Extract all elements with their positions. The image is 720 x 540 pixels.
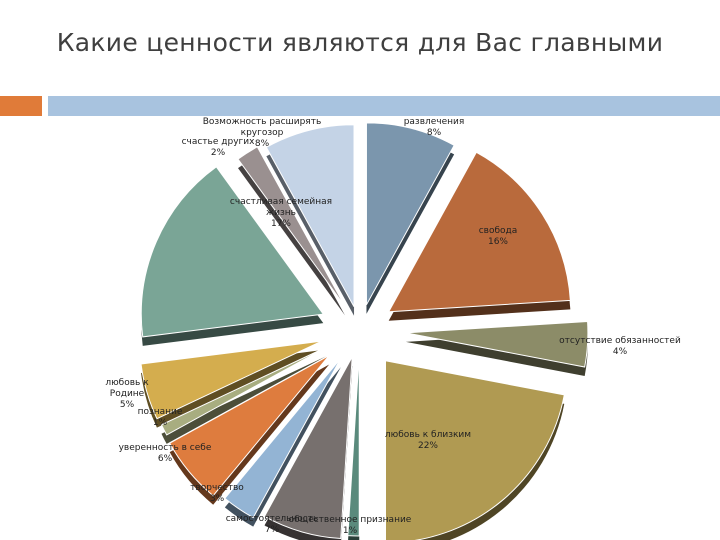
slice-label: уверенность в себе 6%: [119, 443, 212, 464]
slice-label: любовь к Родине 5%: [105, 378, 149, 410]
slice-label: общественное признание 1%: [289, 515, 412, 536]
slice-label: отсутствие обязанностей 4%: [559, 336, 681, 357]
pie-slice: [140, 340, 322, 420]
header-bar: [48, 96, 720, 116]
pie-slice: [263, 356, 353, 540]
page-title: Какие ценности являются для Вас главными: [56, 28, 664, 57]
pie-slice: [347, 353, 360, 537]
slice-label: развлечения 8%: [404, 117, 465, 138]
slice-label: свобода 16%: [479, 226, 518, 247]
slice-label: счастливая семейная жизнь 17%: [230, 197, 332, 229]
pie-slice: [365, 122, 455, 306]
header-accent-bar: [0, 96, 42, 116]
pie-slice: [169, 355, 330, 497]
pie-slice: [224, 357, 342, 519]
slice-label: Возможность расширять кругозор 8%: [203, 117, 322, 149]
slice-label: познание 1%: [138, 407, 183, 428]
pie-slice: [140, 166, 325, 338]
pie-slice: [160, 346, 327, 436]
pie-slice: [265, 124, 355, 307]
slice-label: творчество 3%: [190, 483, 244, 504]
pie-slice-depth: [161, 356, 327, 444]
pie-slice: [384, 360, 565, 540]
pie-slice: [237, 146, 346, 307]
slice-label: счастье других 2%: [182, 137, 256, 158]
slice-label: самостоятельность 7%: [226, 514, 319, 535]
pie-slice: [387, 151, 571, 313]
pie-slice: [405, 320, 589, 368]
slice-label: любовь к близким 22%: [385, 430, 471, 451]
